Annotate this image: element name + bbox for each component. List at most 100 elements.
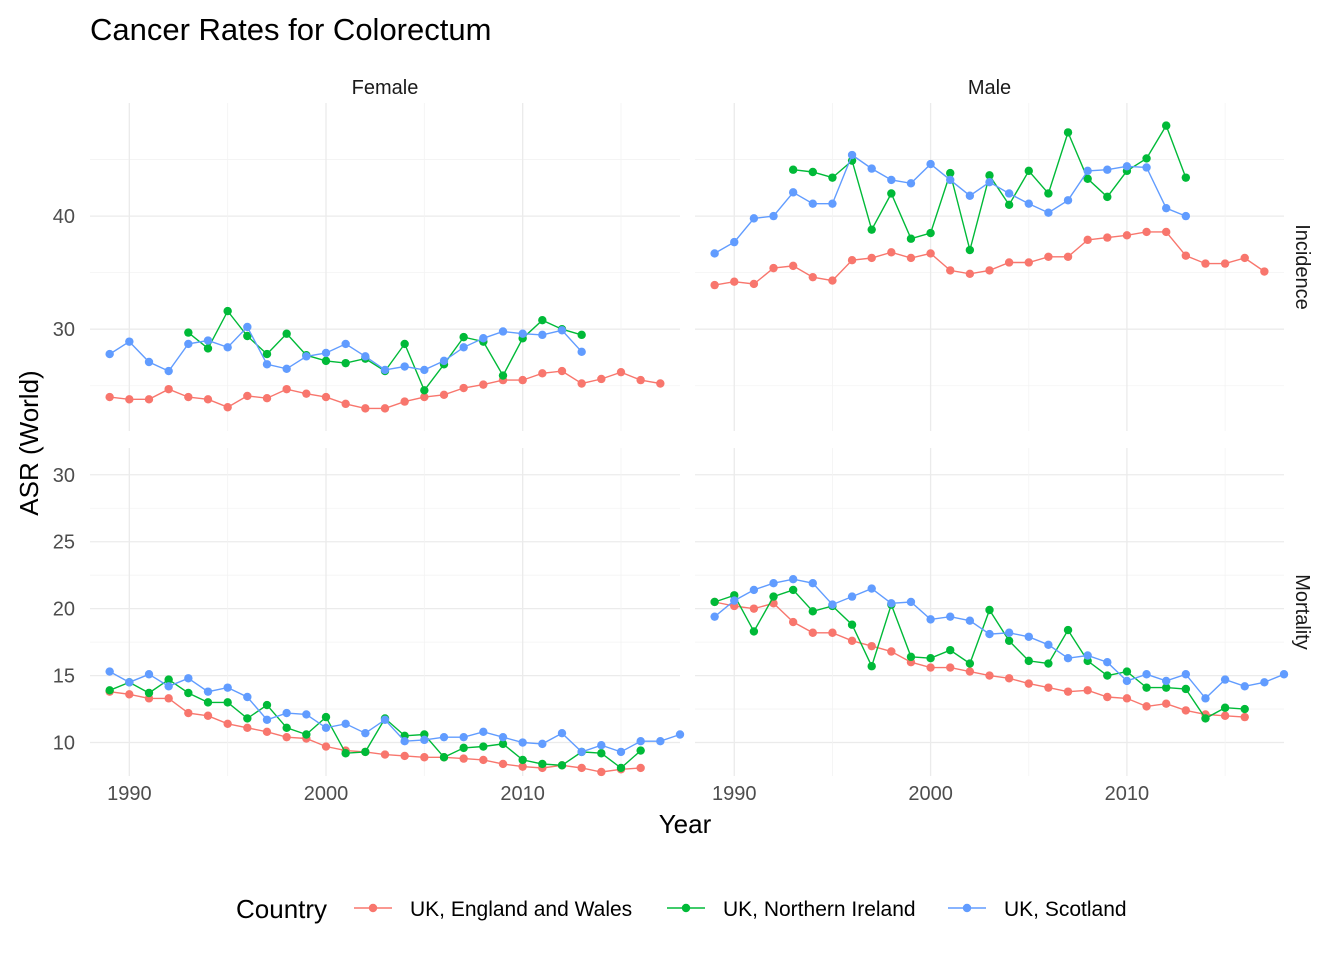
data-point-uk-scotland bbox=[262, 715, 272, 724]
data-point-uk-northern-ireland bbox=[243, 331, 252, 341]
data-point-uk-scotland bbox=[1103, 658, 1112, 667]
data-point-uk-northern-ireland bbox=[164, 675, 173, 684]
data-point-uk-scotland bbox=[302, 352, 311, 361]
data-point-uk-england-and-wales bbox=[538, 369, 547, 378]
data-point-uk-england-and-wales bbox=[361, 404, 370, 413]
data-point-uk-northern-ireland bbox=[498, 739, 508, 749]
data-point-uk-england-and-wales bbox=[184, 708, 193, 718]
data-point-uk-northern-ireland bbox=[577, 330, 586, 340]
data-point-uk-scotland bbox=[887, 175, 896, 185]
data-point-uk-northern-ireland bbox=[1004, 636, 1014, 645]
data-point-uk-scotland bbox=[1142, 163, 1151, 172]
data-point-uk-scotland bbox=[926, 615, 935, 624]
data-point-uk-northern-ireland bbox=[597, 749, 606, 758]
data-point-uk-england-and-wales bbox=[985, 671, 994, 680]
data-point-uk-england-and-wales bbox=[184, 392, 193, 402]
data-point-uk-northern-ireland bbox=[223, 306, 232, 316]
data-point-uk-england-and-wales bbox=[380, 750, 390, 759]
data-point-uk-scotland bbox=[243, 692, 252, 702]
data-point-uk-england-and-wales bbox=[926, 663, 935, 672]
data-point-uk-northern-ireland bbox=[1142, 683, 1151, 692]
data-point-uk-england-and-wales bbox=[1004, 674, 1014, 683]
data-point-uk-scotland bbox=[341, 719, 350, 728]
data-point-uk-scotland bbox=[105, 349, 114, 359]
data-point-uk-northern-ireland bbox=[479, 742, 488, 751]
data-point-uk-northern-ireland bbox=[1063, 128, 1073, 137]
data-point-uk-scotland bbox=[808, 579, 817, 588]
data-point-uk-scotland bbox=[1044, 208, 1053, 217]
data-point-uk-scotland bbox=[538, 739, 547, 749]
series-line-uk-england-and-wales bbox=[109, 370, 661, 410]
data-point-uk-england-and-wales bbox=[479, 755, 488, 765]
legend: Country UK, England and Wales UK, Norther… bbox=[236, 894, 1127, 924]
data-point-uk-england-and-wales bbox=[380, 404, 390, 413]
data-point-uk-northern-ireland bbox=[1220, 703, 1230, 712]
data-point-uk-england-and-wales bbox=[420, 753, 429, 762]
data-point-uk-scotland bbox=[459, 732, 468, 742]
data-point-uk-scotland bbox=[985, 629, 994, 639]
data-point-uk-scotland bbox=[1220, 675, 1230, 684]
data-point-uk-northern-ireland bbox=[1142, 154, 1151, 163]
data-point-uk-england-and-wales bbox=[400, 751, 409, 761]
data-point-uk-northern-ireland bbox=[321, 356, 331, 366]
data-point-uk-scotland bbox=[184, 339, 193, 349]
data-point-uk-england-and-wales bbox=[577, 379, 586, 388]
legend-label: UK, Northern Ireland bbox=[723, 898, 916, 921]
data-point-uk-scotland bbox=[144, 670, 154, 679]
data-point-uk-scotland bbox=[577, 347, 586, 357]
data-point-uk-scotland bbox=[749, 585, 759, 595]
data-point-uk-scotland bbox=[164, 366, 173, 376]
data-point-uk-england-and-wales bbox=[105, 392, 114, 402]
data-point-uk-scotland bbox=[125, 678, 134, 687]
y-axis-title: ASR (World) bbox=[14, 370, 44, 515]
data-point-uk-northern-ireland bbox=[1201, 714, 1210, 723]
data-point-uk-scotland bbox=[321, 723, 331, 733]
data-point-uk-england-and-wales bbox=[341, 399, 350, 409]
data-point-uk-england-and-wales bbox=[557, 366, 567, 376]
data-point-uk-northern-ireland bbox=[828, 173, 837, 182]
y-tick-label: 20 bbox=[53, 599, 75, 621]
data-point-uk-scotland bbox=[479, 334, 488, 343]
data-point-uk-scotland bbox=[749, 214, 759, 223]
data-point-uk-england-and-wales bbox=[1240, 712, 1249, 722]
data-point-uk-scotland bbox=[1122, 676, 1132, 686]
series-line-uk-scotland bbox=[109, 670, 681, 753]
data-point-uk-england-and-wales bbox=[847, 256, 857, 265]
data-point-uk-scotland bbox=[1103, 165, 1112, 174]
data-point-uk-scotland bbox=[926, 159, 935, 169]
facet-label-male: Male bbox=[968, 77, 1011, 99]
data-point-uk-scotland bbox=[164, 682, 173, 691]
series-line-uk-northern-ireland bbox=[714, 589, 1245, 720]
data-point-uk-scotland bbox=[1142, 670, 1151, 679]
data-point-uk-northern-ireland bbox=[1103, 192, 1112, 202]
data-point-uk-scotland bbox=[769, 211, 778, 221]
data-point-uk-scotland bbox=[730, 237, 739, 247]
data-point-uk-scotland bbox=[906, 597, 916, 607]
data-point-uk-scotland bbox=[518, 329, 527, 338]
data-point-uk-scotland bbox=[400, 736, 409, 746]
data-point-uk-scotland bbox=[439, 356, 449, 366]
data-point-uk-scotland bbox=[906, 179, 916, 188]
data-point-uk-northern-ireland bbox=[1083, 174, 1092, 183]
data-point-uk-england-and-wales bbox=[1201, 259, 1210, 268]
data-point-uk-england-and-wales bbox=[656, 379, 665, 388]
data-point-uk-scotland bbox=[361, 352, 370, 361]
data-point-uk-northern-ireland bbox=[498, 371, 508, 380]
data-point-uk-scotland bbox=[1004, 628, 1014, 637]
data-point-uk-northern-ireland bbox=[788, 165, 798, 174]
data-point-uk-scotland bbox=[1063, 196, 1073, 205]
data-point-uk-northern-ireland bbox=[400, 339, 409, 349]
data-point-uk-scotland bbox=[1162, 676, 1171, 686]
data-point-uk-scotland bbox=[538, 330, 547, 340]
data-point-uk-england-and-wales bbox=[828, 628, 837, 637]
data-point-uk-england-and-wales bbox=[749, 604, 759, 613]
data-point-uk-northern-ireland bbox=[1122, 667, 1132, 676]
data-point-uk-england-and-wales bbox=[597, 767, 606, 777]
data-point-uk-england-and-wales bbox=[1181, 706, 1191, 715]
series-group-male-incidence bbox=[710, 121, 1269, 290]
data-point-uk-northern-ireland bbox=[518, 755, 527, 765]
data-point-uk-england-and-wales bbox=[1083, 235, 1092, 245]
data-point-uk-england-and-wales bbox=[1044, 683, 1053, 692]
data-point-uk-scotland bbox=[1181, 670, 1191, 679]
data-point-uk-scotland bbox=[125, 337, 134, 346]
